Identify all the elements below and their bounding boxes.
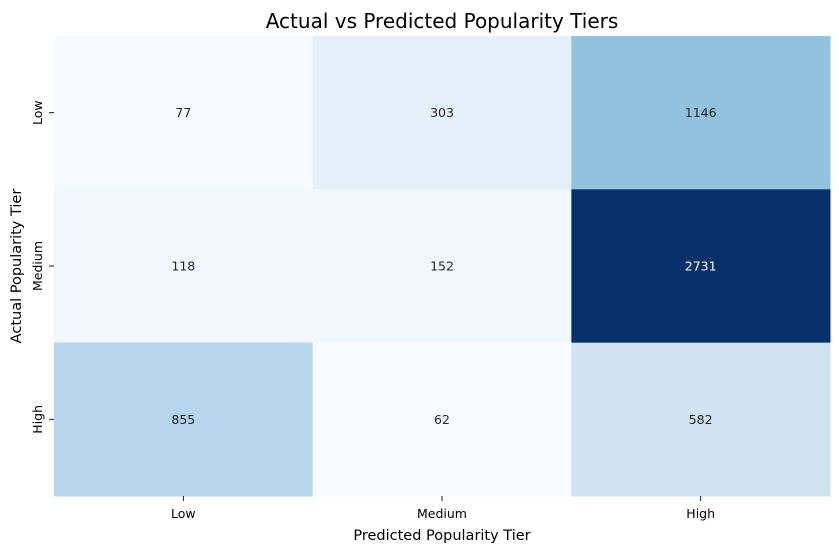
chart-title: Actual vs Predicted Popularity Tiers [266, 9, 619, 33]
heatmap-cell-medium-low [54, 189, 314, 344]
heatmap-cell-medium-high [571, 189, 831, 344]
x-tick-label-medium: Medium [417, 506, 467, 521]
x-tick-label-low: Low [171, 506, 196, 521]
heatmap-cell-low-low [54, 36, 314, 190]
cell-value-label: 582 [689, 412, 713, 427]
heatmap-cells: 77 303 1146 118 152 2731 855 62 582 [54, 36, 831, 497]
cell-value-label: 152 [430, 259, 454, 274]
cell-value-label: 118 [171, 259, 195, 274]
heatmap-cell-low-medium [312, 36, 572, 190]
y-axis-label: Actual Popularity Tier [9, 189, 25, 344]
cell-value-label: 77 [175, 105, 191, 120]
y-tick-label-high: High [30, 405, 45, 434]
heatmap-cell-high-medium [312, 342, 572, 497]
cell-value-label: 303 [430, 105, 454, 120]
heatmap-cell-low-high [571, 36, 831, 190]
cell-value-label: 62 [434, 412, 450, 427]
heatmap-cell-high-low [54, 342, 314, 497]
x-axis-label: Predicted Popularity Tier [353, 528, 530, 544]
y-axis-ticks: Low Medium High [30, 100, 54, 434]
cell-value-label: 855 [171, 412, 195, 427]
x-tick-label-high: High [686, 506, 715, 521]
heatmap-cell-medium-medium [312, 189, 572, 344]
cell-value-label: 2731 [685, 259, 717, 274]
x-axis-ticks: Low Medium High [171, 496, 715, 521]
y-tick-label-low: Low [30, 100, 45, 125]
heatmap-cell-high-high [571, 342, 831, 497]
y-tick-label-medium: Medium [30, 241, 45, 291]
cell-value-label: 1146 [685, 105, 717, 120]
